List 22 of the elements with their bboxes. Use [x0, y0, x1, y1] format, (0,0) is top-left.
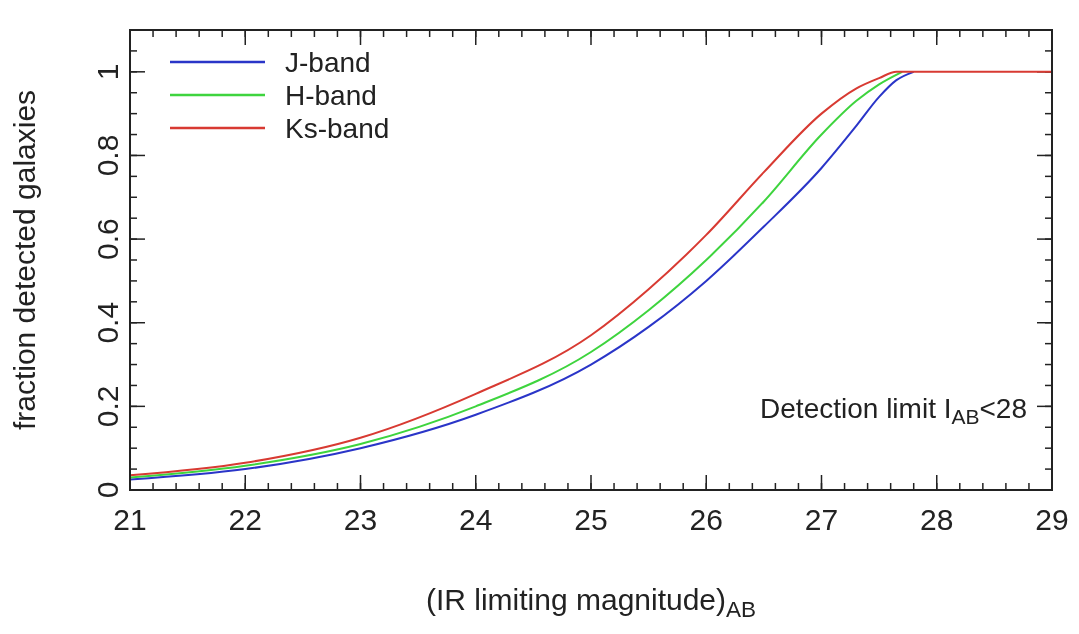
x-tick-label: 28 — [920, 503, 954, 536]
x-tick-label: 22 — [228, 503, 262, 536]
x-tick-label: 21 — [113, 503, 147, 536]
x-tick-label: 25 — [574, 503, 608, 536]
y-tick-label: 0.4 — [91, 301, 124, 344]
y-axis-title: fraction detected galaxies — [8, 89, 41, 431]
annotation: Detection limit I$_{AB}$<28 — [760, 393, 1027, 429]
y-tick-label: 0.2 — [91, 385, 124, 428]
x-axis-title: (IR limiting magnitude)$_{AB}$ — [425, 583, 757, 622]
legend-label: J-band — [285, 47, 371, 78]
y-tick-label: 1 — [91, 63, 124, 81]
x-tick-label: 27 — [804, 503, 839, 536]
legend-label: Ks-band — [285, 113, 390, 144]
y-tick-label: 0 — [91, 481, 124, 499]
x-tick-label: 26 — [689, 503, 723, 536]
x-tick-label: 29 — [1035, 503, 1069, 536]
x-tick-label: 24 — [459, 503, 493, 536]
x-tick-label: 23 — [343, 503, 378, 536]
y-tick-label: 0.6 — [91, 218, 124, 260]
y-tick-label: 0.8 — [91, 134, 124, 177]
line-series — [129, 70, 1053, 477]
legend-label: H-band — [285, 80, 377, 111]
